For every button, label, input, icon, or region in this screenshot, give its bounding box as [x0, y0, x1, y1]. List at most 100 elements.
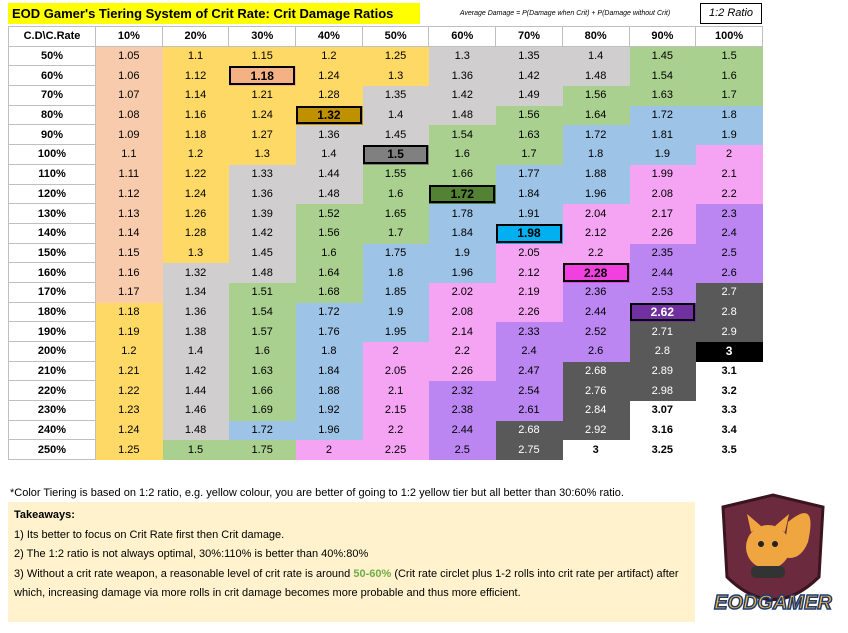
- cell: 1.32: [161, 262, 230, 283]
- cell: 1.99: [628, 163, 697, 185]
- cell: 3: [561, 439, 630, 461]
- cell: 1.19: [95, 321, 163, 342]
- cell: 1.3: [161, 242, 230, 264]
- cell: 1.14: [161, 85, 230, 106]
- cell: 1.8: [295, 341, 363, 362]
- cell: 1.42: [495, 65, 563, 87]
- cell: 2.44: [428, 419, 497, 441]
- cell: 1.9: [695, 124, 763, 146]
- cell: 2.4: [695, 222, 763, 244]
- cell: 1.05: [95, 45, 163, 67]
- logo-text: EODGAMER: [714, 592, 832, 614]
- cell: 1.48: [161, 419, 230, 441]
- cell: 3.16: [628, 419, 697, 441]
- cell: 1.54: [428, 124, 497, 146]
- takeaways-title: Takeaways:: [14, 509, 75, 521]
- cell: 3.3: [695, 400, 763, 421]
- cell: 1.91: [495, 203, 563, 224]
- cell: 2.61: [495, 400, 563, 421]
- cell: 1.25: [95, 439, 163, 461]
- cell: 1.56: [295, 222, 363, 244]
- cell: 1.35: [361, 85, 430, 106]
- cell: 1.12: [95, 183, 163, 205]
- cell: 3.5: [695, 439, 763, 461]
- cell: 1.54: [228, 301, 297, 323]
- highlight: 50-60%: [353, 567, 392, 580]
- cell: 1.21: [95, 360, 163, 382]
- takeaway: 1) Its better to focus on Crit Rate firs…: [14, 528, 285, 541]
- cell: 1.8: [361, 262, 430, 283]
- cell: 1.36: [295, 124, 363, 146]
- title: EOD Gamer's Tiering System of Crit Rate:…: [8, 3, 420, 24]
- cell: 2.33: [495, 321, 563, 342]
- cell: 2.26: [628, 222, 697, 244]
- cell: 2.2: [361, 419, 430, 441]
- cell: 3.25: [628, 439, 697, 461]
- cell: 1.95: [361, 321, 430, 342]
- eye: [758, 541, 764, 547]
- cell: 2.2: [561, 242, 630, 264]
- cell: 1.77: [495, 163, 563, 185]
- cell: 1.17: [95, 281, 163, 303]
- formula: Average Damage = P(Damage when Crit) + P…: [459, 10, 671, 17]
- cell: 2.54: [495, 380, 563, 402]
- takeaway: 2) The 1:2 ratio is not always optimal, …: [14, 548, 369, 560]
- ears: [747, 514, 789, 532]
- row-header: 150%: [8, 242, 96, 264]
- cell: 1.64: [561, 104, 630, 126]
- logo: EODGAMER: [713, 493, 833, 615]
- row: 90% 1.09 1.18 1.27 1.36 1.45 1.54 1.63 1.72 1.81 1…: [8, 124, 763, 146]
- cell: 2.68: [495, 419, 563, 441]
- corner-header: C.D\C.Rate: [8, 26, 96, 47]
- cell: 1.72: [428, 183, 497, 205]
- cell: 1.25: [361, 45, 430, 67]
- cell: 1.23: [95, 400, 163, 421]
- takeaways: Takeaways: 1) Its better to focus on Cri…: [8, 502, 695, 622]
- row: 230% 1.23 1.46 1.69 1.92 2.15 2.38 2.61 2.84 3.07…: [8, 400, 763, 421]
- row-header: 90%: [8, 124, 96, 146]
- row: 60% 1.06 1.12 1.18 1.24 1.3 1.36 1.42 1.48 1.54 1.…: [8, 65, 763, 87]
- row: 100% 1.1 1.2 1.3 1.4 1.5 1.6 1.7 1.8 1.9 2: [8, 144, 763, 165]
- cell: 1.39: [228, 203, 297, 224]
- cell: 2.47: [495, 360, 563, 382]
- row: 240% 1.24 1.48 1.72 1.96 2.2 2.44 2.68 2.92 3.16 3…: [8, 419, 763, 441]
- cell: 2.9: [695, 321, 763, 342]
- controller: [751, 566, 785, 578]
- cell: 1.72: [561, 124, 630, 146]
- cell: 2.1: [695, 163, 763, 185]
- cell: 1.42: [428, 85, 497, 106]
- cell: 1.52: [295, 203, 363, 224]
- row-header: 180%: [8, 301, 96, 323]
- cell: 1.63: [228, 360, 297, 382]
- cell: 1.11: [95, 163, 163, 185]
- cell: 2.92: [561, 419, 630, 441]
- cell: 2.26: [428, 360, 497, 382]
- cell: 1.21: [228, 85, 297, 106]
- row: 170% 1.17 1.34 1.51 1.68 1.85 2.02 2.19 2.36 2.53…: [8, 281, 763, 303]
- cell: 1.4: [295, 144, 363, 165]
- cell: 2.53: [628, 281, 697, 303]
- row-header: 140%: [8, 222, 96, 244]
- cell: 1.92: [295, 400, 363, 421]
- column-header: 20%: [161, 26, 230, 47]
- cell: 1.45: [361, 124, 430, 146]
- cell: 1.4: [361, 104, 430, 126]
- cell: 2.12: [561, 222, 630, 244]
- cell: 3: [695, 341, 763, 362]
- cell: 1.15: [228, 45, 297, 67]
- row: 190% 1.19 1.38 1.57 1.76 1.95 2.14 2.33 2.52 2.71…: [8, 321, 763, 342]
- cell: 1.55: [361, 163, 430, 185]
- cell: 2.05: [361, 360, 430, 382]
- ratio-table: C.D\C.Rate 10% 20% 30% 40% 50% 60% 70% 80% 90% 100…: [8, 26, 763, 461]
- cell: 1.98: [495, 222, 563, 244]
- cell: 1.06: [95, 65, 163, 87]
- row: 200% 1.2 1.4 1.6 1.8 2 2.2 2.4 2.6 2.8 3: [8, 341, 763, 362]
- row: 110% 1.11 1.22 1.33 1.44 1.55 1.66 1.77 1.88 1.99…: [8, 163, 763, 185]
- cell: 1.3: [361, 65, 430, 87]
- cell: 1.36: [161, 301, 230, 323]
- head: [746, 525, 790, 569]
- cell: 1.2: [95, 341, 163, 362]
- cell: 2.62: [628, 301, 697, 323]
- cell: 1.72: [295, 301, 363, 323]
- row: 50% 1.05 1.1 1.15 1.2 1.25 1.3 1.35 1.4 1.45 1.5: [8, 45, 763, 67]
